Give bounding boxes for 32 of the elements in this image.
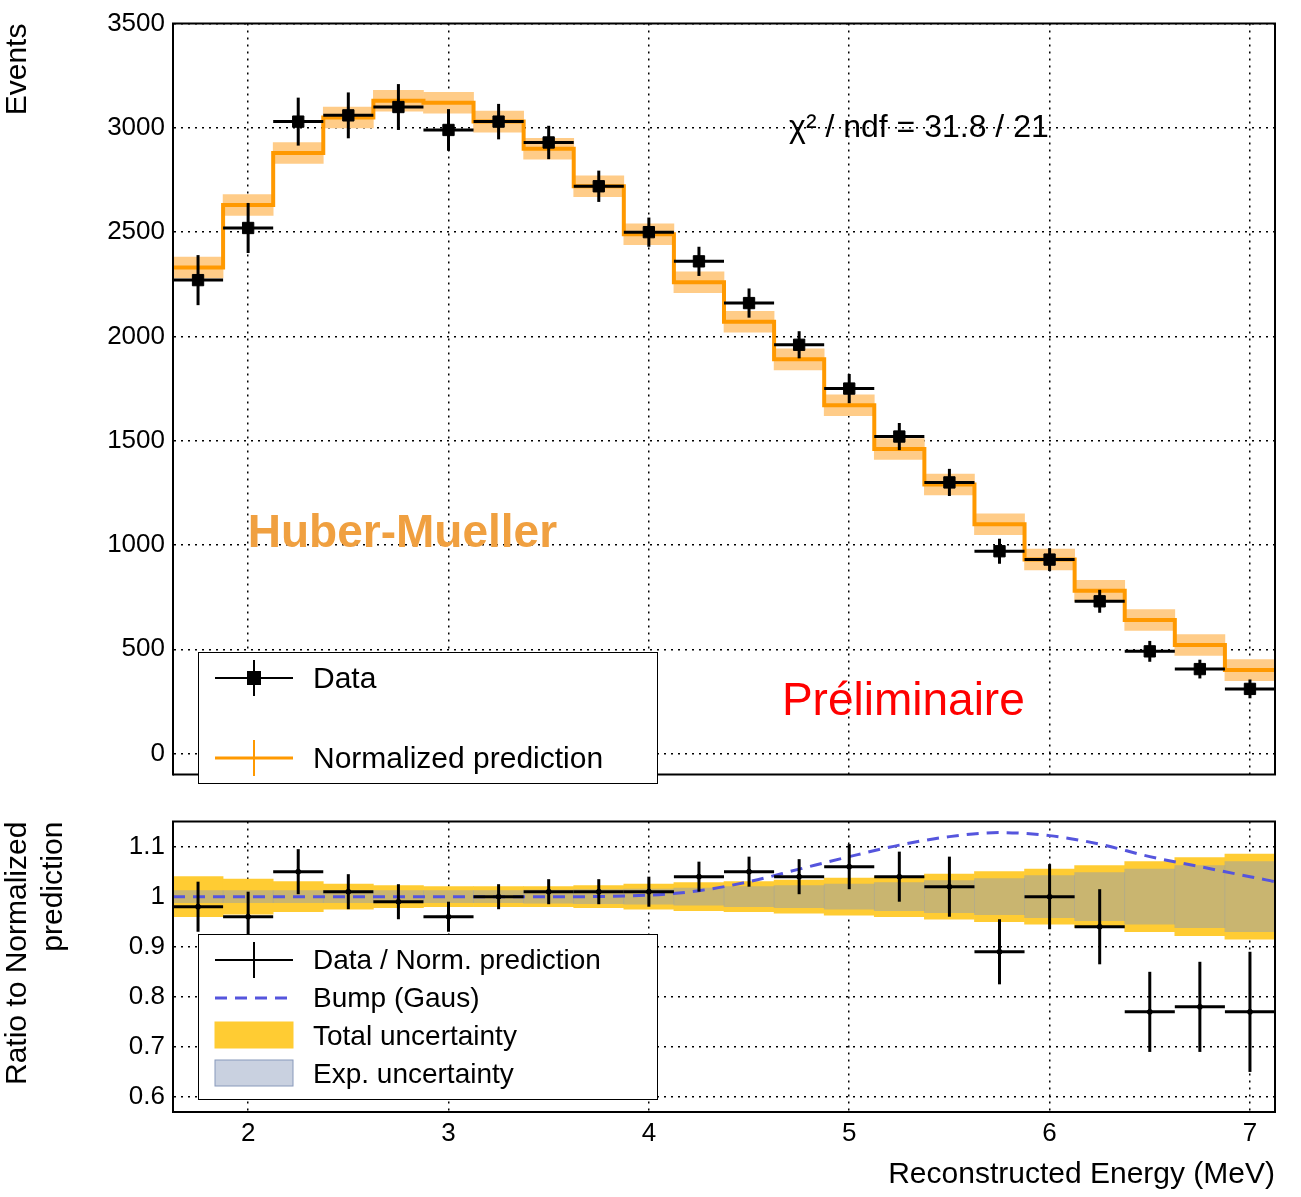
x-tick-label: 6 <box>1042 1116 1057 1147</box>
y-tick-label: 1.1 <box>128 829 165 860</box>
x-tick-label: 4 <box>641 1116 657 1147</box>
annotation: Préliminaire <box>781 672 1025 725</box>
x-tick-label: 2 <box>240 1116 256 1147</box>
annotation: χ² / ndf = 31.8 / 21 <box>789 107 1049 144</box>
legend-label: Bump (Gaus) <box>313 982 480 1014</box>
x-tick-label: 7 <box>1242 1116 1258 1147</box>
annotation: Huber-Mueller <box>247 505 558 558</box>
y-axis-title: Events <box>0 23 33 116</box>
legend-label: Data <box>313 661 377 695</box>
y-tick-label: 3500 <box>107 6 165 37</box>
y-tick-label: 0.6 <box>128 1080 165 1111</box>
y-tick-label: 2500 <box>107 215 165 246</box>
y-tick-label: 1500 <box>107 423 165 454</box>
x-tick-label: 5 <box>841 1116 857 1147</box>
y-tick-label: 0.8 <box>128 980 165 1011</box>
x-axis-title: Reconstructed Energy (MeV) <box>888 1156 1275 1190</box>
y-tick-label: 3000 <box>107 111 165 142</box>
y-tick-label: 0.9 <box>128 929 165 960</box>
y-axis-title: Ratio to Normalized prediction <box>0 821 69 1086</box>
legend-label: Total uncertainty <box>313 1020 517 1052</box>
y-tick-label: 2000 <box>107 319 165 350</box>
y-tick-label: 0.7 <box>128 1030 165 1061</box>
y-tick-label: 0 <box>150 736 165 767</box>
legend-label: Data / Norm. prediction <box>313 944 601 976</box>
y-tick-label: 500 <box>121 632 165 663</box>
legend-label: Exp. uncertainty <box>313 1058 514 1090</box>
y-tick-label: 1000 <box>107 528 165 559</box>
legend-label: Normalized prediction <box>313 741 604 775</box>
y-tick-label: 1 <box>150 879 165 910</box>
x-tick-label: 3 <box>441 1116 456 1147</box>
